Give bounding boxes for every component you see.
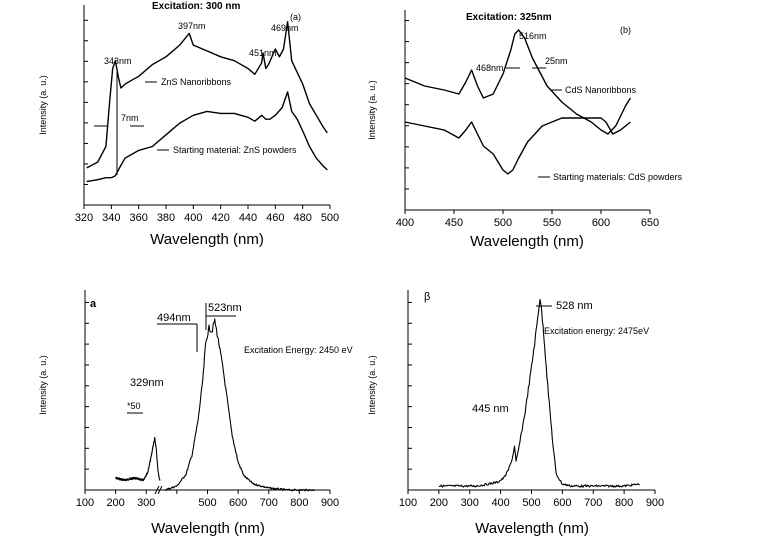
- panel-c-x-label: Wavelength (nm): [151, 520, 265, 537]
- panel-b-ann-25nm: 25nm: [545, 56, 568, 66]
- panel-d-ann-528: 528 nm: [556, 300, 593, 312]
- panel-a-series-zns-powders: [86, 91, 328, 183]
- panel-a-ticks: 320 340 360 380 400 420 440 460 480 500: [75, 19, 339, 224]
- panel-a-title: Excitation: 300 nm: [152, 1, 240, 12]
- x-tick-label: 700: [584, 497, 602, 509]
- panel-c-series-main: [164, 318, 315, 492]
- panel-c-excitation: Excitation Energy: 2450 eV: [244, 345, 353, 355]
- x-tick-label: 200: [106, 497, 124, 509]
- x-tick-label: 400: [396, 217, 414, 229]
- panel-c-y-label: Intensity (a. u.): [38, 355, 48, 415]
- panel-a-label: (a): [290, 12, 301, 22]
- panel-b-ann-468: 468nm: [476, 63, 504, 73]
- x-tick-label: 900: [646, 497, 664, 509]
- panel-b-y-label: Intensity (a. u.): [367, 80, 377, 140]
- panel-b-series-cds-nanoribbons: [404, 29, 631, 135]
- panel-a-ann-7nm: 7nm: [121, 113, 139, 123]
- x-tick-label: 420: [211, 212, 229, 224]
- x-tick-label: 500: [198, 497, 216, 509]
- panel-c-axes: [84, 290, 330, 491]
- panel-d: β 100 200 300 400 500 600 700 800 900 Wavelength…: [367, 290, 664, 537]
- panel-b-series-cds-powders: [404, 117, 631, 175]
- panel-a-ann-343: 343nm: [104, 56, 132, 66]
- panel-b-ticks: 400 450 500 550 600 650: [396, 20, 659, 229]
- x-tick-label: 700: [260, 497, 278, 509]
- panel-c-axis-break-2: [157, 485, 163, 495]
- panel-a-legend-1: ZnS Nanoribbons: [161, 77, 232, 87]
- x-tick-label: 380: [157, 212, 175, 224]
- x-tick-label: 800: [615, 497, 633, 509]
- panel-a-ann-469: 469nm: [271, 23, 299, 33]
- panel-a-axes: [83, 5, 330, 206]
- panel-a-legend-2: Starting material: ZnS powders: [173, 145, 297, 155]
- panel-a: Excitation: 300 nm (a) 320 340 360 380 400 42…: [38, 1, 339, 248]
- panel-a-ann-451: 451nm: [249, 48, 277, 58]
- panel-d-ann-445: 445 nm: [472, 403, 509, 415]
- x-tick-label: 600: [592, 217, 610, 229]
- x-tick-label: 650: [641, 217, 659, 229]
- panel-d-label: β: [424, 291, 430, 303]
- panel-c-series-x50: [115, 436, 161, 482]
- panel-c-ann-x50: *50: [127, 401, 141, 411]
- panel-b: Excitation: 325nm (b) 400 450 500 550 600 650…: [367, 10, 683, 250]
- x-tick-label: 200: [430, 497, 448, 509]
- x-tick-label: 300: [137, 497, 155, 509]
- x-tick-label: 500: [522, 497, 540, 509]
- x-tick-label: 600: [553, 497, 571, 509]
- x-tick-label: 450: [445, 217, 463, 229]
- panel-d-y-label: Intensity (a. u.): [367, 355, 377, 415]
- panel-a-x-label: Wavelength (nm): [150, 231, 264, 248]
- x-tick-label: 440: [239, 212, 257, 224]
- panel-d-excitation: Excitation energy: 2475eV: [544, 326, 649, 336]
- panel-c: a 100 200 300 500 600 700 800 900 Wavelength (n…: [38, 290, 353, 537]
- x-tick-label: 800: [290, 497, 308, 509]
- x-tick-label: 340: [102, 212, 120, 224]
- x-tick-label: 400: [491, 497, 509, 509]
- panel-c-axis-break-1: [154, 485, 160, 495]
- panel-c-ann-329: 329nm: [130, 377, 164, 389]
- panel-b-label: (b): [620, 25, 631, 35]
- panel-b-legend-1: CdS Nanoribbons: [565, 85, 637, 95]
- x-tick-label: 100: [399, 497, 417, 509]
- panel-a-ann-397: 397nm: [178, 21, 206, 31]
- panel-d-ticks: 100 200 300 400 500 600 700 800 900: [399, 301, 664, 509]
- panel-a-y-label: Intensity (a. u.): [38, 75, 48, 135]
- x-tick-label: 360: [129, 212, 147, 224]
- panel-b-ann-516: 516nm: [519, 31, 547, 41]
- x-tick-label: 500: [494, 217, 512, 229]
- x-tick-label: 400: [184, 212, 202, 224]
- x-tick-label: 100: [76, 497, 94, 509]
- panel-c-label: a: [90, 298, 97, 310]
- panel-b-title: Excitation: 325nm: [466, 12, 552, 23]
- panel-d-x-label: Wavelength (nm): [475, 520, 589, 537]
- x-tick-label: 320: [75, 212, 93, 224]
- x-tick-label: 900: [321, 497, 339, 509]
- x-tick-label: 300: [461, 497, 479, 509]
- x-tick-label: 460: [266, 212, 284, 224]
- panel-b-legend-2: Starting materials: CdS powders: [553, 172, 683, 182]
- x-tick-label: 600: [229, 497, 247, 509]
- x-tick-label: 550: [543, 217, 561, 229]
- panel-a-series-zns-nanoribbons: [86, 21, 328, 169]
- panel-c-ann-523: 523nm: [208, 302, 242, 314]
- x-tick-label: 480: [293, 212, 311, 224]
- panel-b-x-label: Wavelength (nm): [470, 233, 584, 250]
- x-tick-label: 500: [321, 212, 339, 224]
- panel-c-ann-494: 494nm: [157, 312, 191, 324]
- panel-d-axes: [407, 290, 655, 491]
- panel-c-ticks: 100 200 300 500 600 700 800 900: [76, 301, 339, 509]
